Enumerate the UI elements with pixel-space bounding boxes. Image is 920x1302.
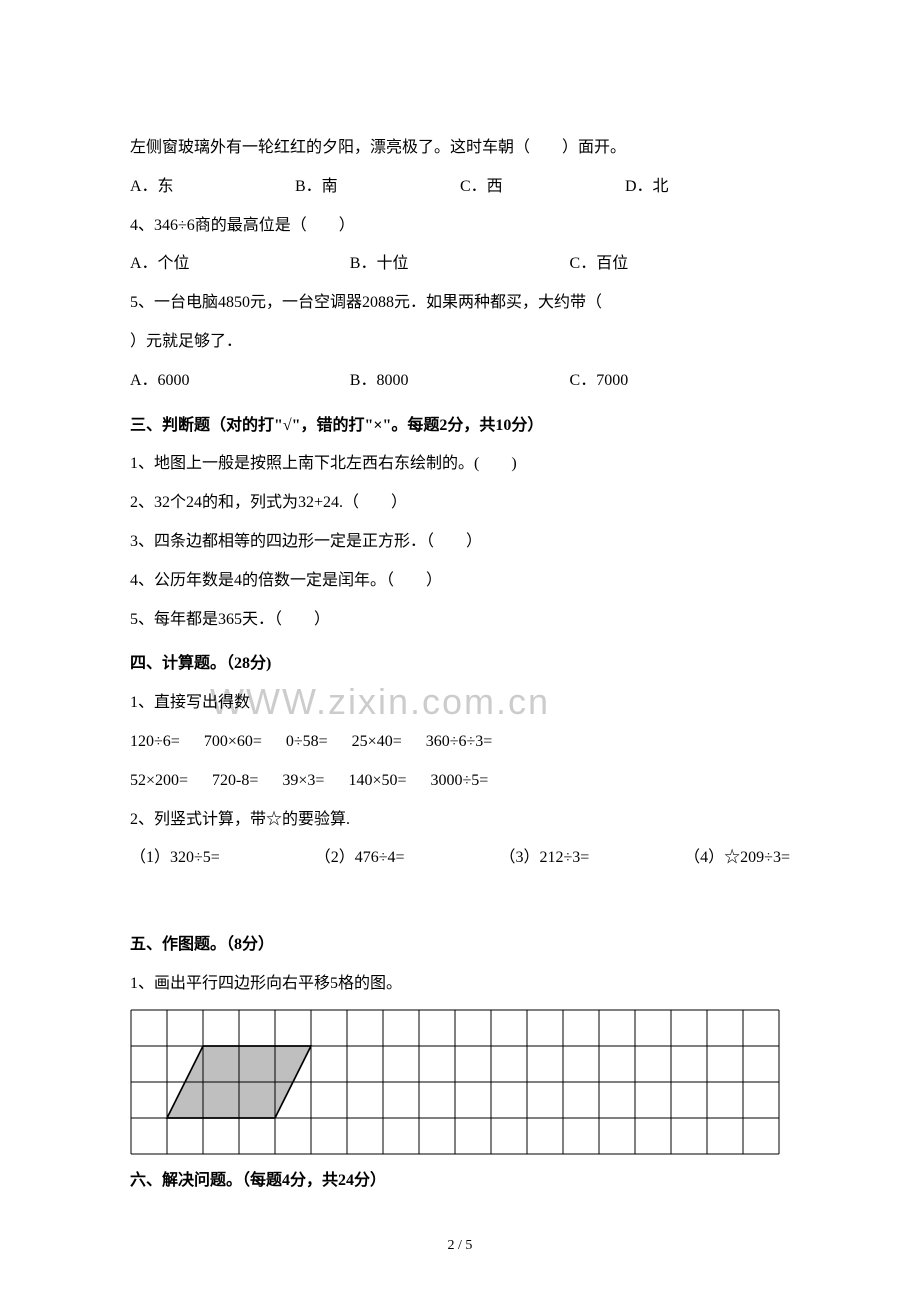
- grid-svg: [130, 1009, 780, 1155]
- section-4-heading: 四、计算题。（28分): [130, 646, 790, 683]
- section-3-heading: 三、判断题（对的打"√"，错的打"×"。每题2分，共10分）: [130, 408, 790, 445]
- judge-item-3: 3、四条边都相等的四边形一定是正方形．（ ）: [130, 524, 790, 561]
- option-b: B．南: [295, 169, 460, 206]
- option-c: C．百位: [570, 246, 790, 283]
- calc-item: 140×50=: [348, 763, 406, 800]
- option-b: B．8000: [350, 363, 570, 400]
- section-4-sub1: 1、直接写出得数: [130, 685, 790, 722]
- vertical-item-4: （4）☆209÷3=: [684, 840, 790, 877]
- judge-item-4: 4、公历年数是4的倍数一定是闰年。（ ）: [130, 563, 790, 600]
- option-c: C．西: [460, 169, 625, 206]
- vertical-item-1: （1）320÷5=: [130, 840, 220, 877]
- option-a: A．6000: [130, 363, 350, 400]
- question-5-line1: 5、一台电脑4850元，一台空调器2088元．如果两种都买，大约带（: [130, 285, 790, 322]
- page-number: 2 / 5: [130, 1230, 790, 1262]
- question-4-text: 4、346÷6商的最高位是（ ）: [130, 208, 790, 245]
- calc-item: 25×40=: [352, 724, 402, 761]
- judge-item-5: 5、每年都是365天．（ ）: [130, 602, 790, 639]
- question-4-options: A．个位 B．十位 C．百位: [130, 246, 790, 283]
- judge-item-1: 1、地图上一般是按照上南下北左西右东绘制的。( ): [130, 446, 790, 483]
- calc-row-2: 52×200= 720-8= 39×3= 140×50= 3000÷5=: [130, 763, 790, 800]
- option-b: B．十位: [350, 246, 570, 283]
- grid-figure: [130, 1009, 790, 1155]
- calc-item: 3000÷5=: [431, 763, 489, 800]
- vertical-item-2: （2）476÷4=: [315, 840, 405, 877]
- option-a: A．个位: [130, 246, 350, 283]
- question-continued-options: A．东 B．南 C．西 D．北: [130, 169, 790, 206]
- vertical-calc-row: （1）320÷5= （2）476÷4= （3）212÷3= （4）☆209÷3=: [130, 840, 790, 877]
- section-4-sub2: 2、列竖式计算，带☆的要验算.: [130, 802, 790, 839]
- judge-item-2: 2、32个24的和，列式为32+24.（ ）: [130, 485, 790, 522]
- calc-row-1: 120÷6= 700×60= 0÷58= 25×40= 360÷6÷3=: [130, 724, 790, 761]
- calc-item: 52×200=: [130, 763, 188, 800]
- section-6-heading: 六、解决问题。（每题4分，共24分）: [130, 1163, 790, 1200]
- section-5-sub1: 1、画出平行四边形向右平移5格的图。: [130, 966, 790, 1003]
- vertical-item-3: （3）212÷3=: [499, 840, 589, 877]
- calc-item: 120÷6=: [130, 724, 180, 761]
- option-c: C．7000: [570, 363, 790, 400]
- calc-item: 0÷58=: [286, 724, 328, 761]
- option-d: D．北: [625, 169, 790, 206]
- calc-item: 700×60=: [204, 724, 262, 761]
- question-5-options: A．6000 B．8000 C．7000: [130, 363, 790, 400]
- question-5-line2: ）元就足够了．: [130, 324, 790, 361]
- question-continued-text: 左侧窗玻璃外有一轮红红的夕阳，漂亮极了。这时车朝（ ）面开。: [130, 130, 790, 167]
- calc-item: 360÷6÷3=: [426, 724, 493, 761]
- section-5-heading: 五、作图题。（8分）: [130, 927, 790, 964]
- calc-item: 720-8=: [212, 763, 258, 800]
- calc-item: 39×3=: [282, 763, 324, 800]
- option-a: A．东: [130, 169, 295, 206]
